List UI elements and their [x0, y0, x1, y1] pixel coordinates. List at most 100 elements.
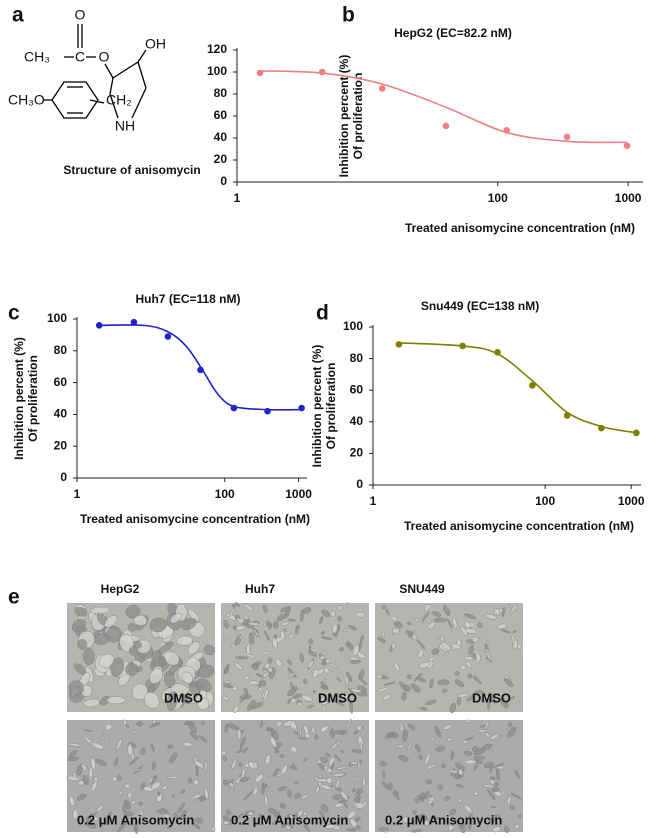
- cell: [444, 652, 449, 657]
- cell: [391, 615, 398, 622]
- cell: [362, 778, 366, 787]
- y-axis-label: Of proliferation: [324, 363, 338, 450]
- cell: [413, 677, 417, 682]
- cell: [320, 725, 329, 733]
- y-tick-label: 40: [54, 407, 68, 421]
- cell: [86, 822, 97, 829]
- cell: [262, 671, 270, 679]
- cell: [427, 799, 433, 805]
- cell: [261, 783, 268, 789]
- cell: [242, 747, 249, 754]
- cell: [302, 678, 308, 684]
- cell: [460, 625, 468, 636]
- cell: [262, 651, 271, 655]
- data-point: [298, 404, 305, 412]
- cell: [352, 644, 360, 656]
- cell: [376, 686, 390, 693]
- x-tick-label: 1000: [615, 191, 642, 205]
- cell: [442, 688, 448, 693]
- cell: [88, 766, 93, 781]
- cell: [338, 647, 344, 652]
- cell: [514, 769, 521, 780]
- cell: [320, 697, 328, 706]
- cell: [228, 607, 236, 618]
- cell: [477, 622, 483, 628]
- cell: [357, 788, 364, 794]
- cell: [188, 723, 197, 733]
- cell: [232, 705, 240, 714]
- cell: [274, 749, 280, 754]
- cell: [323, 667, 330, 674]
- cell: [516, 700, 520, 707]
- cell: [307, 660, 314, 669]
- cell: [488, 814, 500, 823]
- cell: [454, 671, 460, 676]
- panel-label: d: [316, 302, 329, 325]
- cell: [381, 605, 387, 610]
- cell: [130, 816, 134, 826]
- condition-label: DMSO: [164, 690, 203, 705]
- cell: [455, 762, 465, 772]
- atom-label: CH₃: [24, 49, 50, 65]
- cell: [222, 695, 230, 701]
- data-point: [459, 342, 466, 350]
- cell: [330, 610, 336, 618]
- cell: [84, 729, 92, 732]
- cell: [444, 795, 451, 801]
- cell: [406, 674, 412, 680]
- cell: [232, 625, 238, 630]
- cell: [332, 794, 342, 800]
- cell: [289, 682, 295, 691]
- cell: [417, 649, 425, 658]
- micrograph: [221, 601, 369, 714]
- data-point: [318, 68, 326, 76]
- panel-label: e: [8, 586, 20, 609]
- cell: [279, 754, 285, 758]
- cell: [230, 643, 235, 649]
- cell: [117, 774, 122, 781]
- cell: [504, 825, 510, 834]
- micrograph: [375, 719, 523, 834]
- cell: [156, 795, 163, 802]
- cell: [82, 647, 95, 666]
- cell: [246, 643, 251, 656]
- cell: [402, 729, 408, 743]
- cell: [119, 791, 123, 795]
- data-point: [395, 341, 403, 348]
- cell: [68, 796, 75, 806]
- cell: [320, 631, 325, 636]
- cell: [95, 758, 107, 766]
- cell: [125, 662, 139, 676]
- cell: [224, 680, 231, 684]
- y-tick-label: 20: [350, 446, 364, 460]
- y-axis-label: Of proliferation: [26, 355, 40, 442]
- cell: [125, 604, 141, 619]
- cell: [268, 807, 276, 815]
- cell: [359, 742, 363, 752]
- cell: [281, 621, 289, 626]
- cell: [199, 689, 207, 700]
- cell: [491, 786, 500, 793]
- cell: [342, 800, 348, 809]
- cell: [231, 603, 237, 608]
- data-point: [563, 412, 571, 419]
- cell: [449, 769, 459, 774]
- cell: [320, 636, 333, 640]
- y-tick-label: 40: [350, 414, 364, 428]
- micrograph: [221, 718, 369, 832]
- x-tick-label: 100: [488, 191, 508, 205]
- cell: [509, 804, 516, 810]
- cell: [506, 796, 512, 805]
- cell: [148, 722, 161, 728]
- cell: [340, 749, 345, 753]
- cell: [140, 748, 146, 755]
- cell: [457, 755, 461, 763]
- cell: [337, 605, 343, 611]
- cell: [463, 804, 473, 813]
- cell: [340, 791, 349, 801]
- cell: [103, 733, 110, 746]
- cell: [287, 633, 295, 639]
- cell: [311, 726, 316, 735]
- cell: [167, 775, 179, 779]
- structure: [44, 24, 147, 119]
